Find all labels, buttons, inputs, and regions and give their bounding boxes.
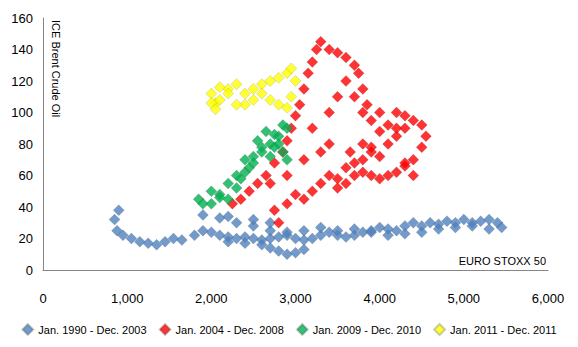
svg-text:Jan. 2004 - Dec. 2008: Jan. 2004 - Dec. 2008 bbox=[176, 324, 284, 336]
svg-text:0: 0 bbox=[39, 291, 46, 306]
svg-text:120: 120 bbox=[11, 74, 33, 89]
svg-text:ICE Brent Crude Oil: ICE Brent Crude Oil bbox=[50, 20, 62, 117]
svg-text:40: 40 bbox=[19, 200, 33, 215]
svg-text:5,000: 5,000 bbox=[448, 291, 481, 306]
svg-text:80: 80 bbox=[19, 137, 33, 152]
svg-text:140: 140 bbox=[11, 42, 33, 57]
svg-text:4,000: 4,000 bbox=[363, 291, 396, 306]
svg-text:3,000: 3,000 bbox=[279, 291, 312, 306]
svg-text:0: 0 bbox=[26, 263, 33, 278]
svg-text:100: 100 bbox=[11, 105, 33, 120]
svg-text:Jan. 2009 - Dec. 2010: Jan. 2009 - Dec. 2010 bbox=[313, 324, 421, 336]
svg-text:160: 160 bbox=[11, 11, 33, 26]
svg-text:60: 60 bbox=[19, 168, 33, 183]
svg-text:EURO STOXX 50: EURO STOXX 50 bbox=[459, 255, 546, 267]
svg-text:1,000: 1,000 bbox=[111, 291, 144, 306]
svg-text:Jan. 1990 - Dec. 2003: Jan. 1990 - Dec. 2003 bbox=[38, 324, 146, 336]
svg-text:Jan. 2011 - Dec. 2011: Jan. 2011 - Dec. 2011 bbox=[450, 324, 557, 336]
svg-text:2,000: 2,000 bbox=[195, 291, 228, 306]
svg-text:20: 20 bbox=[19, 231, 33, 246]
svg-text:6,000: 6,000 bbox=[532, 291, 565, 306]
